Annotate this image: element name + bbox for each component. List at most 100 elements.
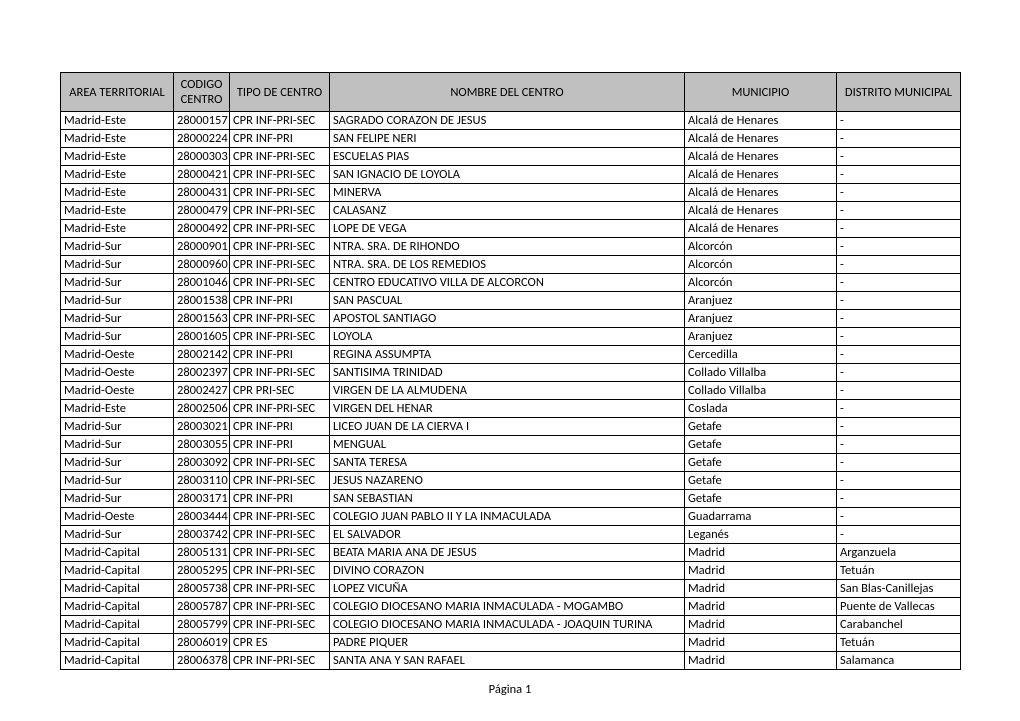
cell-tipo: CPR INF-PRI-SEC [230,472,330,490]
table-row: Madrid-Este28000157CPR INF-PRI-SECSAGRAD… [61,112,961,130]
cell-nombre: SANTA ANA Y SAN RAFAEL [330,652,685,670]
centros-table: AREA TERRITORIAL CODIGO CENTRO TIPO DE C… [60,72,961,670]
cell-tipo: CPR INF-PRI-SEC [230,562,330,580]
table-row: Madrid-Este28000431CPR INF-PRI-SECMINERV… [61,184,961,202]
cell-muni: Madrid [685,544,837,562]
cell-nombre: NTRA. SRA. DE LOS REMEDIOS [330,256,685,274]
table-row: Madrid-Sur28003742CPR INF-PRI-SECEL SALV… [61,526,961,544]
cell-codigo: 28000303 [174,148,230,166]
cell-muni: Madrid [685,616,837,634]
cell-nombre: LOYOLA [330,328,685,346]
cell-codigo: 28002397 [174,364,230,382]
table-row: Madrid-Sur28003021CPR INF-PRILICEO JUAN … [61,418,961,436]
cell-area: Madrid-Sur [61,292,174,310]
cell-area: Madrid-Capital [61,598,174,616]
table-row: Madrid-Sur28003092CPR INF-PRI-SECSANTA T… [61,454,961,472]
cell-dist: - [837,382,961,400]
cell-muni: Getafe [685,418,837,436]
cell-area: Madrid-Sur [61,436,174,454]
cell-muni: Getafe [685,490,837,508]
cell-muni: Alcorcón [685,238,837,256]
table-row: Madrid-Sur28000960CPR INF-PRI-SECNTRA. S… [61,256,961,274]
cell-tipo: CPR INF-PRI-SEC [230,202,330,220]
cell-nombre: EL SALVADOR [330,526,685,544]
cell-dist: Puente de Vallecas [837,598,961,616]
cell-area: Madrid-Sur [61,454,174,472]
cell-tipo: CPR INF-PRI-SEC [230,544,330,562]
cell-tipo: CPR ES [230,634,330,652]
cell-codigo: 28002142 [174,346,230,364]
cell-codigo: 28003444 [174,508,230,526]
table-row: Madrid-Este28000479CPR INF-PRI-SECCALASA… [61,202,961,220]
cell-dist: - [837,364,961,382]
cell-nombre: PADRE PIQUER [330,634,685,652]
page-number: Página 1 [489,682,532,697]
cell-dist: Salamanca [837,652,961,670]
col-header-codigo: CODIGO CENTRO [174,73,230,112]
cell-dist: - [837,346,961,364]
cell-nombre: LICEO JUAN DE LA CIERVA I [330,418,685,436]
cell-tipo: CPR INF-PRI-SEC [230,598,330,616]
cell-area: Madrid-Este [61,184,174,202]
cell-muni: Alcalá de Henares [685,148,837,166]
cell-area: Madrid-Oeste [61,508,174,526]
cell-codigo: 28003171 [174,490,230,508]
cell-dist: - [837,184,961,202]
cell-tipo: CPR INF-PRI-SEC [230,238,330,256]
cell-codigo: 28002506 [174,400,230,418]
cell-codigo: 28000224 [174,130,230,148]
cell-muni: Madrid [685,598,837,616]
cell-dist: Arganzuela [837,544,961,562]
cell-area: Madrid-Sur [61,238,174,256]
cell-codigo: 28003055 [174,436,230,454]
cell-nombre: MINERVA [330,184,685,202]
cell-dist: - [837,472,961,490]
cell-codigo: 28003092 [174,454,230,472]
cell-nombre: MENGUAL [330,436,685,454]
cell-area: Madrid-Sur [61,274,174,292]
cell-muni: Alcalá de Henares [685,112,837,130]
cell-codigo: 28006378 [174,652,230,670]
cell-nombre: VIRGEN DE LA ALMUDENA [330,382,685,400]
cell-dist: Tetuán [837,634,961,652]
cell-dist: - [837,130,961,148]
col-header-dist: DISTRITO MUNICIPAL [837,73,961,112]
cell-muni: Getafe [685,454,837,472]
table-row: Madrid-Este28000492CPR INF-PRI-SECLOPE D… [61,220,961,238]
cell-nombre: COLEGIO DIOCESANO MARIA INMACULADA - MOG… [330,598,685,616]
cell-muni: Madrid [685,652,837,670]
table-row: Madrid-Capital28005738CPR INF-PRI-SECLOP… [61,580,961,598]
cell-nombre: CALASANZ [330,202,685,220]
table-row: Madrid-Sur28000901CPR INF-PRI-SECNTRA. S… [61,238,961,256]
cell-codigo: 28000960 [174,256,230,274]
cell-tipo: CPR INF-PRI-SEC [230,616,330,634]
table-row: Madrid-Oeste28002397CPR INF-PRI-SECSANTI… [61,364,961,382]
cell-dist: - [837,274,961,292]
cell-dist: - [837,256,961,274]
cell-area: Madrid-Sur [61,490,174,508]
cell-dist: - [837,238,961,256]
cell-muni: Aranjuez [685,328,837,346]
cell-codigo: 28003021 [174,418,230,436]
cell-area: Madrid-Este [61,220,174,238]
table-row: Madrid-Capital28005799CPR INF-PRI-SECCOL… [61,616,961,634]
cell-area: Madrid-Capital [61,652,174,670]
cell-nombre: COLEGIO DIOCESANO MARIA INMACULADA - JOA… [330,616,685,634]
table-row: Madrid-Sur28001563CPR INF-PRI-SECAPOSTOL… [61,310,961,328]
cell-dist: - [837,490,961,508]
cell-tipo: CPR INF-PRI-SEC [230,364,330,382]
cell-area: Madrid-Capital [61,580,174,598]
cell-nombre: LOPE DE VEGA [330,220,685,238]
page-footer: Página 1 [0,682,1020,697]
cell-dist: - [837,310,961,328]
cell-nombre: SAN IGNACIO DE LOYOLA [330,166,685,184]
table-row: Madrid-Capital28006019CPR ESPADRE PIQUER… [61,634,961,652]
cell-area: Madrid-Este [61,130,174,148]
table-row: Madrid-Sur28001538CPR INF-PRISAN PASCUAL… [61,292,961,310]
cell-codigo: 28001538 [174,292,230,310]
table-row: Madrid-Sur28001046CPR INF-PRI-SECCENTRO … [61,274,961,292]
cell-tipo: CPR INF-PRI-SEC [230,166,330,184]
cell-tipo: CPR INF-PRI-SEC [230,652,330,670]
cell-codigo: 28000157 [174,112,230,130]
cell-muni: Cercedilla [685,346,837,364]
